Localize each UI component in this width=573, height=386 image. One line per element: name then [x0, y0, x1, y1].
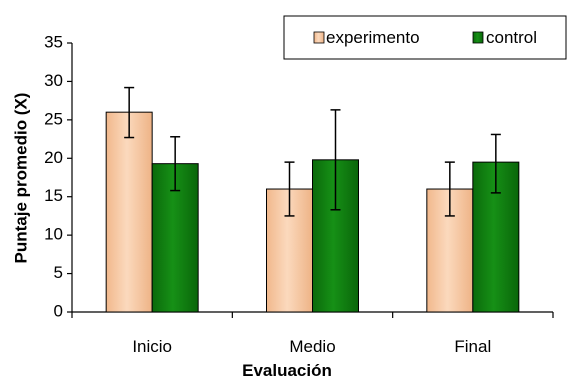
x-tick-group: Inicio Medio Final	[71, 312, 554, 356]
y-tick-label: 5	[54, 263, 63, 282]
y-tick-group: 0 5 10 15 20 25 30 35	[44, 32, 72, 320]
y-tick-label: 10	[44, 225, 63, 244]
y-tick-label: 20	[44, 148, 63, 167]
legend-swatch-experimento	[313, 31, 325, 44]
x-axis-label: Evaluación	[242, 361, 332, 380]
legend-swatch-control	[472, 31, 484, 44]
y-tick-label: 35	[44, 32, 63, 51]
x-tick-label: Final	[454, 337, 491, 356]
legend: experimento control	[283, 15, 567, 60]
bar-experimento-inicio	[105, 111, 153, 313]
y-tick-label: 25	[44, 109, 63, 128]
y-tick-label: 0	[54, 301, 63, 320]
legend-label-experimento: experimento	[326, 28, 420, 47]
error-bar-group	[124, 86, 501, 217]
y-axis-label: Puntaje promedio (X)	[11, 93, 30, 264]
bar-group	[105, 111, 520, 313]
x-tick-label: Medio	[289, 337, 335, 356]
y-tick-label: 15	[44, 186, 63, 205]
y-tick-label: 30	[44, 71, 63, 90]
x-tick-label: Inicio	[132, 337, 172, 356]
legend-box	[283, 15, 567, 60]
legend-label-control: control	[486, 28, 537, 47]
